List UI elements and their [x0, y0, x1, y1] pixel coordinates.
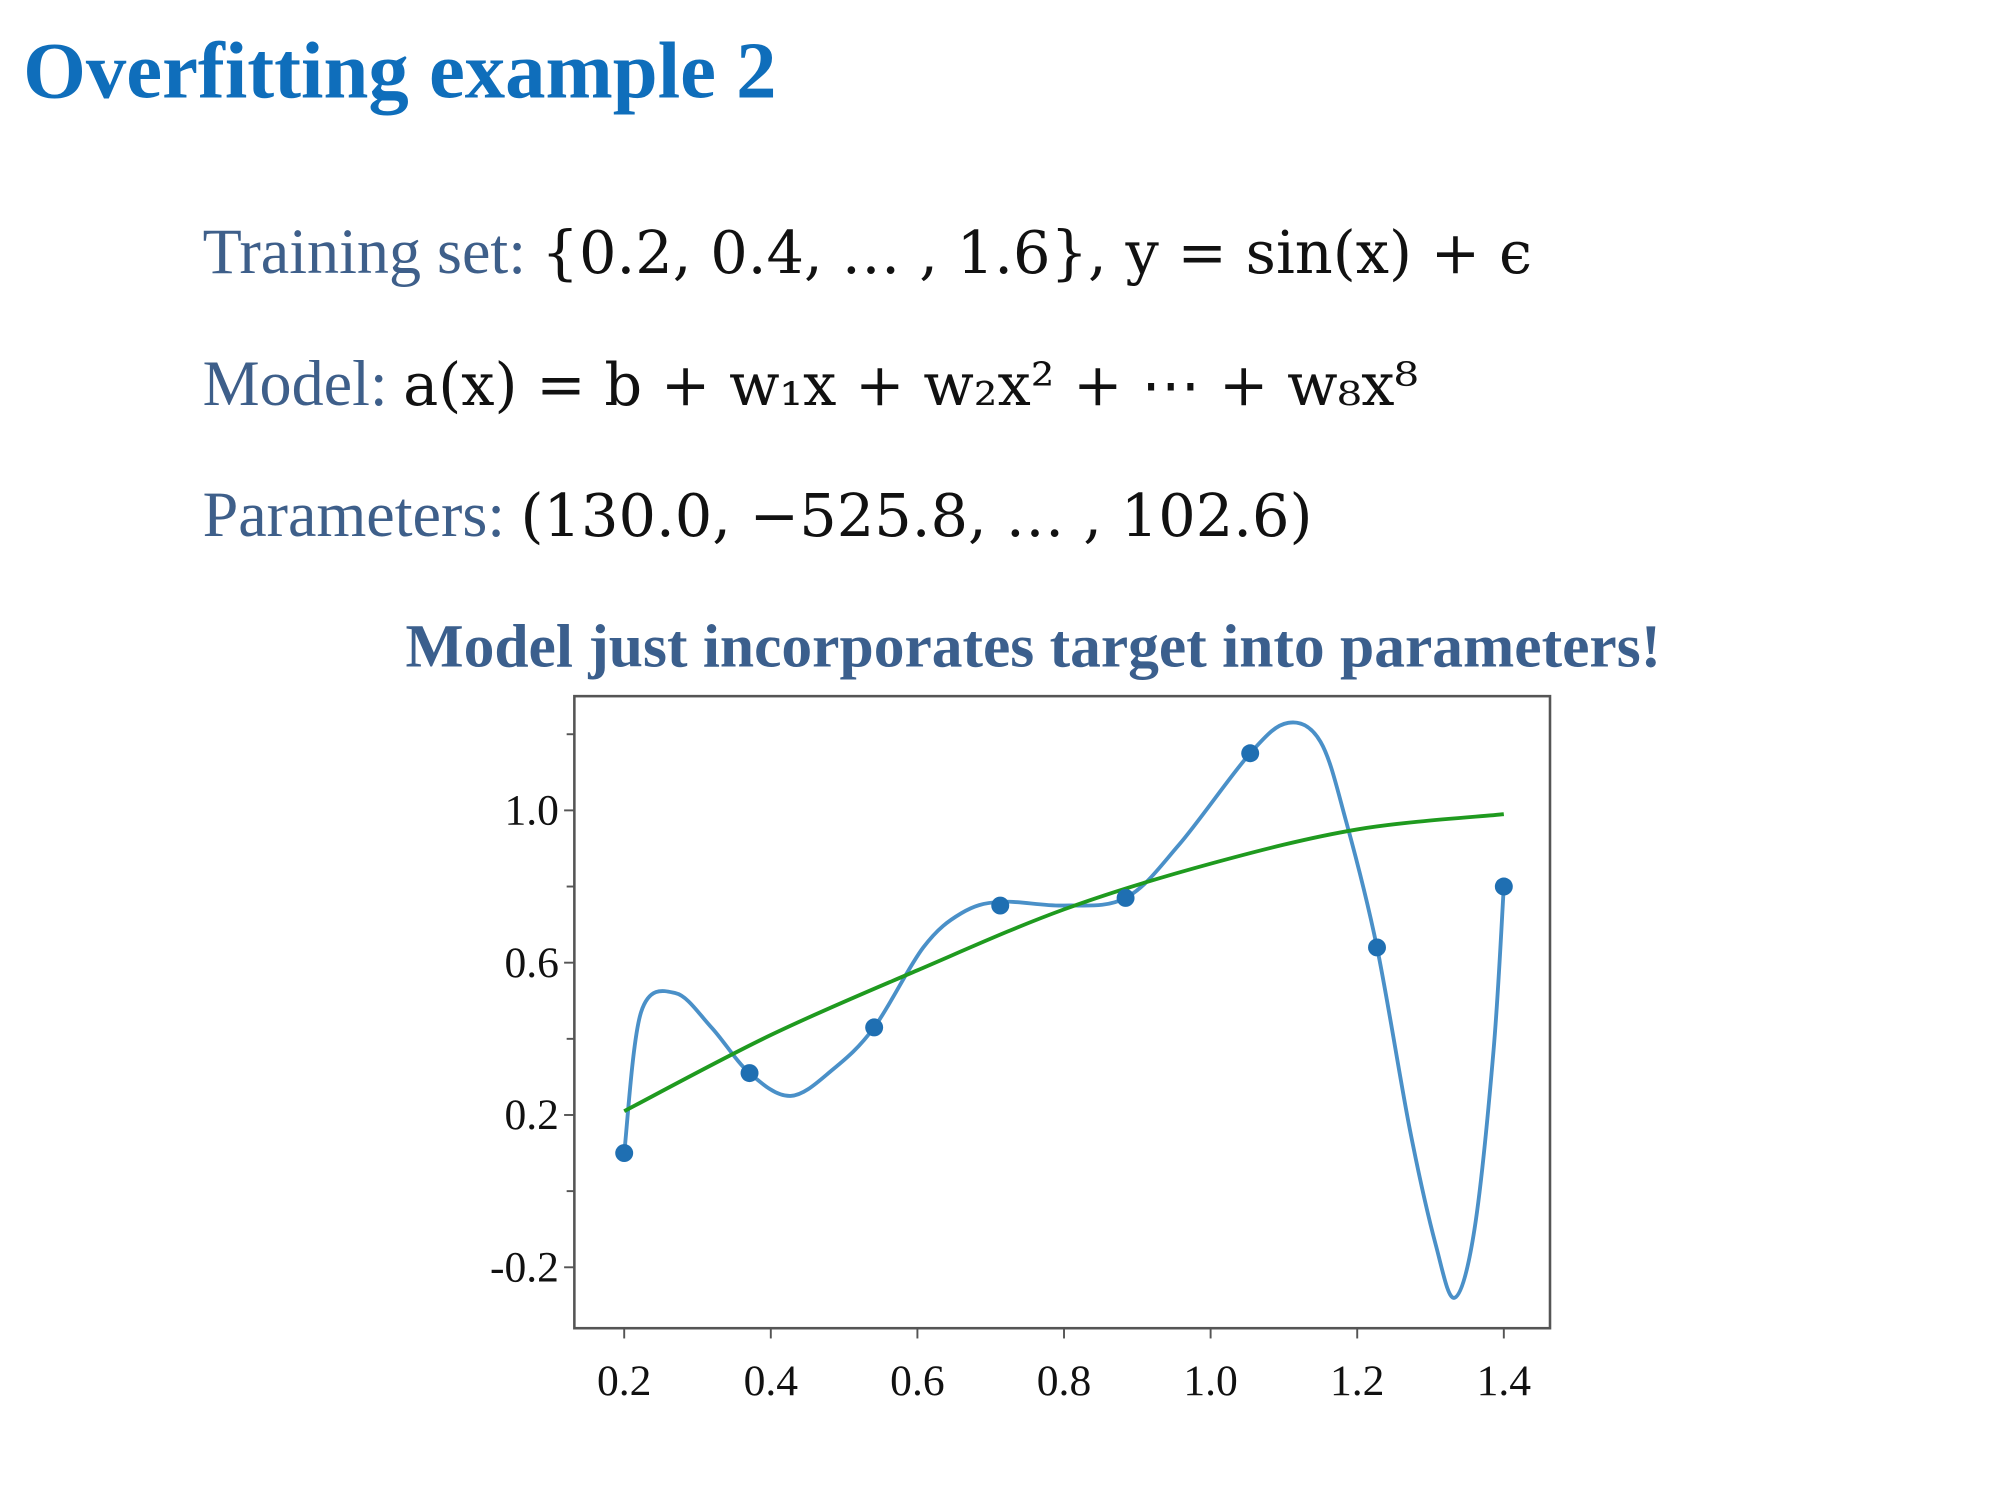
plot-frame [573, 694, 1552, 1330]
x-tick-label: 0.4 [744, 1357, 799, 1405]
x-tick-label: 0.8 [1037, 1357, 1091, 1405]
y-tick-label: -0.2 [490, 1243, 559, 1291]
text-line: Model: a(x) = b + w₁x + w₂x² + ⋯ + w₈x⁸ [203, 348, 1419, 419]
chart: -0.2 0.2 0.6 1.0 0.2 0.4 0.6 0.8 1.0 1.2 1.4 [490, 694, 1552, 1405]
text-line: Training set: {0.2, 0.4, … , 1.6}, y = si… [203, 216, 1532, 287]
y-tick-label: 0.6 [504, 939, 558, 987]
training-point [991, 896, 1010, 915]
x-tick-label: 1.2 [1330, 1357, 1384, 1405]
subtitle: Model just incorporates target into para… [406, 613, 1662, 681]
text-line: Parameters: (130.0, −525.8, … , 102.6) [203, 479, 1313, 550]
text-lines: Training set: {0.2, 0.4, … , 1.6}, y = si… [203, 216, 1532, 550]
line-math: (130.0, −525.8, … , 102.6) [520, 481, 1312, 550]
series-line [622, 720, 1506, 1300]
training-point [1241, 744, 1260, 763]
x-tick-label: 1.4 [1477, 1357, 1532, 1405]
training-point [1368, 938, 1386, 957]
training-point [1116, 888, 1135, 907]
x-tick-label: 0.6 [890, 1357, 944, 1405]
slide-title: Overfitting example 2 [23, 26, 776, 115]
training-point [865, 1018, 884, 1037]
line-label: Training set: [203, 216, 526, 287]
training-point [1494, 877, 1513, 896]
line-label: Parameters: [203, 479, 506, 550]
training-point [615, 1144, 634, 1163]
line-math: {0.2, 0.4, … , 1.6}, y = sin(x) + ϵ [541, 218, 1532, 287]
x-tick-label: 1.0 [1183, 1357, 1237, 1405]
line-label: Model: [203, 348, 388, 419]
line-math: a(x) = b + w₁x + w₂x² + ⋯ + w₈x⁸ [403, 350, 1418, 419]
y-tick-label: 0.2 [504, 1091, 558, 1139]
series-line [623, 812, 1505, 1113]
training-point [740, 1064, 759, 1083]
x-tick-label: 0.2 [597, 1357, 651, 1405]
y-tick-label: 1.0 [504, 786, 558, 834]
